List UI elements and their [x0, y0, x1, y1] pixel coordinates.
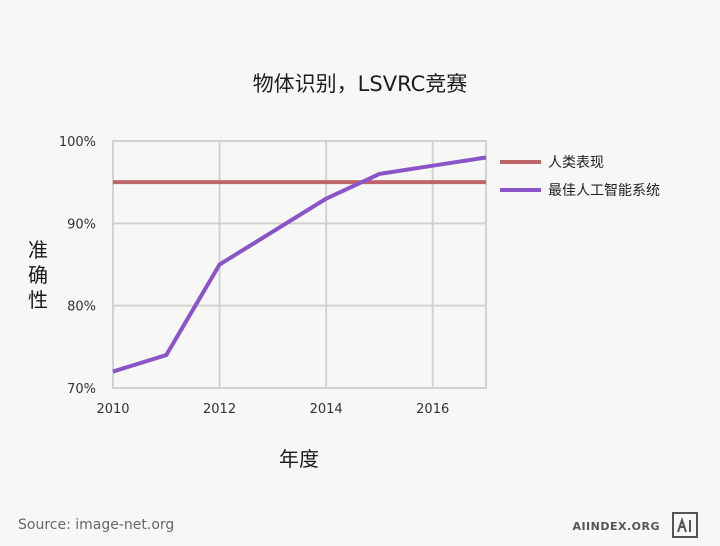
x-tick-label: 2012: [203, 402, 236, 417]
x-tick-labels: 2010 2012 2014 2016: [96, 402, 449, 417]
y-tick-labels: 70% 80% 90% 100%: [59, 135, 96, 397]
source-text: Source: image-net.org: [18, 517, 175, 533]
legend-label: 人类表现: [548, 155, 604, 171]
chart-title: 物体识别，LSVRC竞赛: [252, 72, 468, 96]
legend-label: 最佳人工智能系统: [548, 183, 660, 199]
y-tick-label: 100%: [59, 135, 96, 150]
series-line-1: [112, 155, 487, 374]
x-axis-label: 年度: [279, 447, 319, 471]
y-tick-label: 70%: [67, 382, 96, 397]
brand-text: AIINDEX.ORG: [572, 520, 660, 533]
x-tick-label: 2014: [310, 402, 343, 417]
ai-logo-icon: [672, 512, 698, 538]
y-axis-label: 准确性: [28, 238, 48, 312]
series-lines: [112, 155, 487, 374]
x-tick-label: 2010: [96, 402, 129, 417]
x-tick-label: 2016: [416, 402, 449, 417]
y-tick-label: 80%: [67, 300, 96, 315]
y-tick-label: 90%: [67, 217, 96, 232]
